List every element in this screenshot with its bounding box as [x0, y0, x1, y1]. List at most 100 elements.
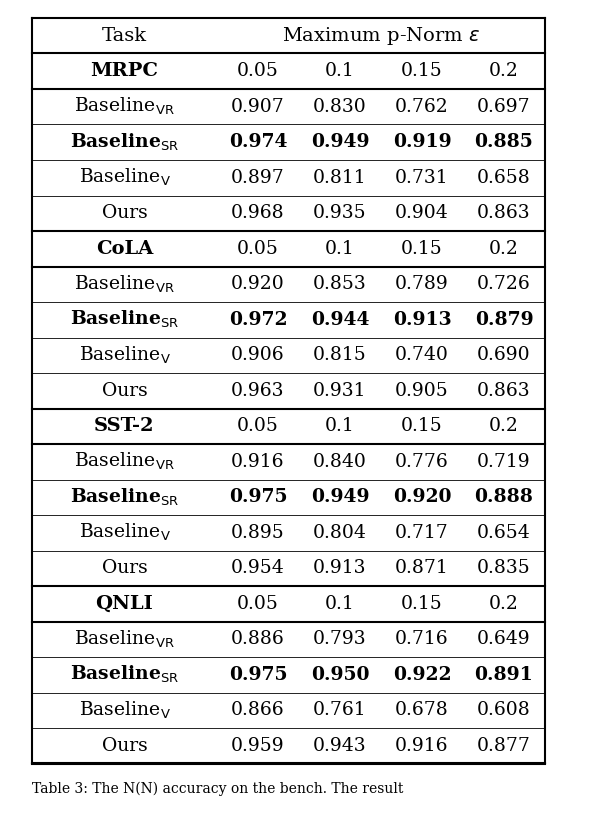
Text: Baseline$_{\mathrm{V}}$: Baseline$_{\mathrm{V}}$: [79, 522, 170, 543]
Text: 0.913: 0.913: [313, 559, 367, 577]
Text: 0.974: 0.974: [229, 133, 287, 151]
Text: 0.762: 0.762: [395, 98, 449, 116]
Text: 0.895: 0.895: [231, 524, 285, 541]
Text: 0.863: 0.863: [477, 382, 531, 400]
Text: Baseline$_{\mathrm{V}}$: Baseline$_{\mathrm{V}}$: [79, 700, 170, 721]
Text: Task: Task: [102, 27, 147, 44]
Text: 0.904: 0.904: [395, 204, 449, 222]
Text: 0.2: 0.2: [489, 240, 519, 258]
Text: Baseline$_{\mathrm{SR}}$: Baseline$_{\mathrm{SR}}$: [70, 132, 179, 153]
Text: 0.1: 0.1: [325, 62, 355, 80]
Text: 0.905: 0.905: [395, 382, 449, 400]
Text: 0.2: 0.2: [489, 595, 519, 613]
Text: 0.913: 0.913: [393, 311, 451, 328]
Text: 0.919: 0.919: [393, 133, 451, 151]
Text: 0.959: 0.959: [231, 737, 285, 755]
Text: 0.950: 0.950: [311, 665, 370, 684]
Text: 0.678: 0.678: [395, 701, 449, 719]
Text: 0.920: 0.920: [393, 489, 451, 506]
Text: Ours: Ours: [102, 382, 147, 400]
Text: 0.719: 0.719: [477, 453, 531, 471]
Text: 0.835: 0.835: [477, 559, 531, 577]
Text: 0.05: 0.05: [237, 62, 279, 80]
Text: Ours: Ours: [102, 559, 147, 577]
Text: 0.658: 0.658: [477, 168, 531, 187]
Text: Baseline$_{\mathrm{VR}}$: Baseline$_{\mathrm{VR}}$: [74, 451, 175, 473]
Text: 0.830: 0.830: [313, 98, 367, 116]
Text: 0.15: 0.15: [401, 62, 443, 80]
Text: 0.891: 0.891: [474, 665, 533, 684]
Text: 0.840: 0.840: [313, 453, 367, 471]
Text: 0.654: 0.654: [477, 524, 531, 541]
Text: 0.717: 0.717: [395, 524, 449, 541]
Text: Table 3: The N(N) accuracy on the bench. The result: Table 3: The N(N) accuracy on the bench.…: [32, 782, 403, 796]
Text: 0.608: 0.608: [477, 701, 531, 719]
Text: MRPC: MRPC: [91, 62, 159, 80]
Text: 0.877: 0.877: [477, 737, 531, 755]
Text: Baseline$_{\mathrm{VR}}$: Baseline$_{\mathrm{VR}}$: [74, 96, 175, 117]
Text: 0.740: 0.740: [395, 346, 449, 365]
Text: 0.1: 0.1: [325, 417, 355, 435]
Text: 0.853: 0.853: [313, 275, 367, 293]
Text: 0.815: 0.815: [313, 346, 367, 365]
Text: QNLI: QNLI: [95, 595, 153, 613]
Text: 0.866: 0.866: [231, 701, 285, 719]
Text: 0.916: 0.916: [231, 453, 285, 471]
Text: 0.05: 0.05: [237, 595, 279, 613]
Text: 0.15: 0.15: [401, 595, 443, 613]
Text: 0.731: 0.731: [395, 168, 449, 187]
Text: 0.05: 0.05: [237, 417, 279, 435]
Text: 0.2: 0.2: [489, 62, 519, 80]
Text: Ours: Ours: [102, 204, 147, 222]
Text: 0.916: 0.916: [395, 737, 449, 755]
Text: 0.804: 0.804: [313, 524, 367, 541]
Text: 0.776: 0.776: [395, 453, 449, 471]
Text: Maximum p-Norm $\epsilon$: Maximum p-Norm $\epsilon$: [282, 25, 480, 47]
Text: Baseline$_{\mathrm{V}}$: Baseline$_{\mathrm{V}}$: [79, 167, 170, 189]
Text: 0.968: 0.968: [231, 204, 285, 222]
Text: 0.935: 0.935: [313, 204, 367, 222]
Text: 0.943: 0.943: [313, 737, 367, 755]
Text: 0.05: 0.05: [237, 240, 279, 258]
Text: 0.871: 0.871: [395, 559, 449, 577]
Text: Ours: Ours: [102, 737, 147, 755]
Text: SST-2: SST-2: [94, 417, 155, 435]
Text: 0.811: 0.811: [313, 168, 367, 187]
Text: 0.726: 0.726: [477, 275, 531, 293]
Text: 0.944: 0.944: [311, 311, 370, 328]
Text: Baseline$_{\mathrm{SR}}$: Baseline$_{\mathrm{SR}}$: [70, 664, 179, 685]
Text: 0.885: 0.885: [474, 133, 533, 151]
Text: 0.963: 0.963: [231, 382, 285, 400]
Text: 0.949: 0.949: [311, 489, 370, 506]
Text: 0.949: 0.949: [311, 133, 370, 151]
Text: 0.15: 0.15: [401, 417, 443, 435]
Text: Baseline$_{\mathrm{SR}}$: Baseline$_{\mathrm{SR}}$: [70, 487, 179, 508]
Text: 0.975: 0.975: [229, 665, 287, 684]
Text: 0.879: 0.879: [474, 311, 533, 328]
Text: 0.1: 0.1: [325, 240, 355, 258]
Text: 0.906: 0.906: [231, 346, 285, 365]
Text: 0.907: 0.907: [231, 98, 285, 116]
Text: 0.697: 0.697: [477, 98, 531, 116]
Text: Baseline$_{\mathrm{VR}}$: Baseline$_{\mathrm{VR}}$: [74, 628, 175, 650]
Text: 0.931: 0.931: [313, 382, 367, 400]
Text: 0.897: 0.897: [231, 168, 285, 187]
Text: 0.886: 0.886: [231, 630, 285, 649]
Text: 0.789: 0.789: [395, 275, 449, 293]
Text: Baseline$_{\mathrm{SR}}$: Baseline$_{\mathrm{SR}}$: [70, 309, 179, 330]
Text: 0.920: 0.920: [231, 275, 285, 293]
Text: 0.972: 0.972: [229, 311, 287, 328]
Text: Baseline$_{\mathrm{VR}}$: Baseline$_{\mathrm{VR}}$: [74, 273, 175, 295]
Text: 0.922: 0.922: [393, 665, 451, 684]
Text: 0.690: 0.690: [477, 346, 531, 365]
Text: CoLA: CoLA: [96, 240, 153, 258]
Text: 0.954: 0.954: [231, 559, 285, 577]
Text: 0.975: 0.975: [229, 489, 287, 506]
Text: 0.888: 0.888: [474, 489, 533, 506]
Text: 0.793: 0.793: [313, 630, 367, 649]
Text: 0.649: 0.649: [477, 630, 531, 649]
Text: 0.1: 0.1: [325, 595, 355, 613]
Text: 0.761: 0.761: [313, 701, 367, 719]
Text: 0.716: 0.716: [395, 630, 449, 649]
Text: Baseline$_{\mathrm{V}}$: Baseline$_{\mathrm{V}}$: [79, 344, 170, 366]
